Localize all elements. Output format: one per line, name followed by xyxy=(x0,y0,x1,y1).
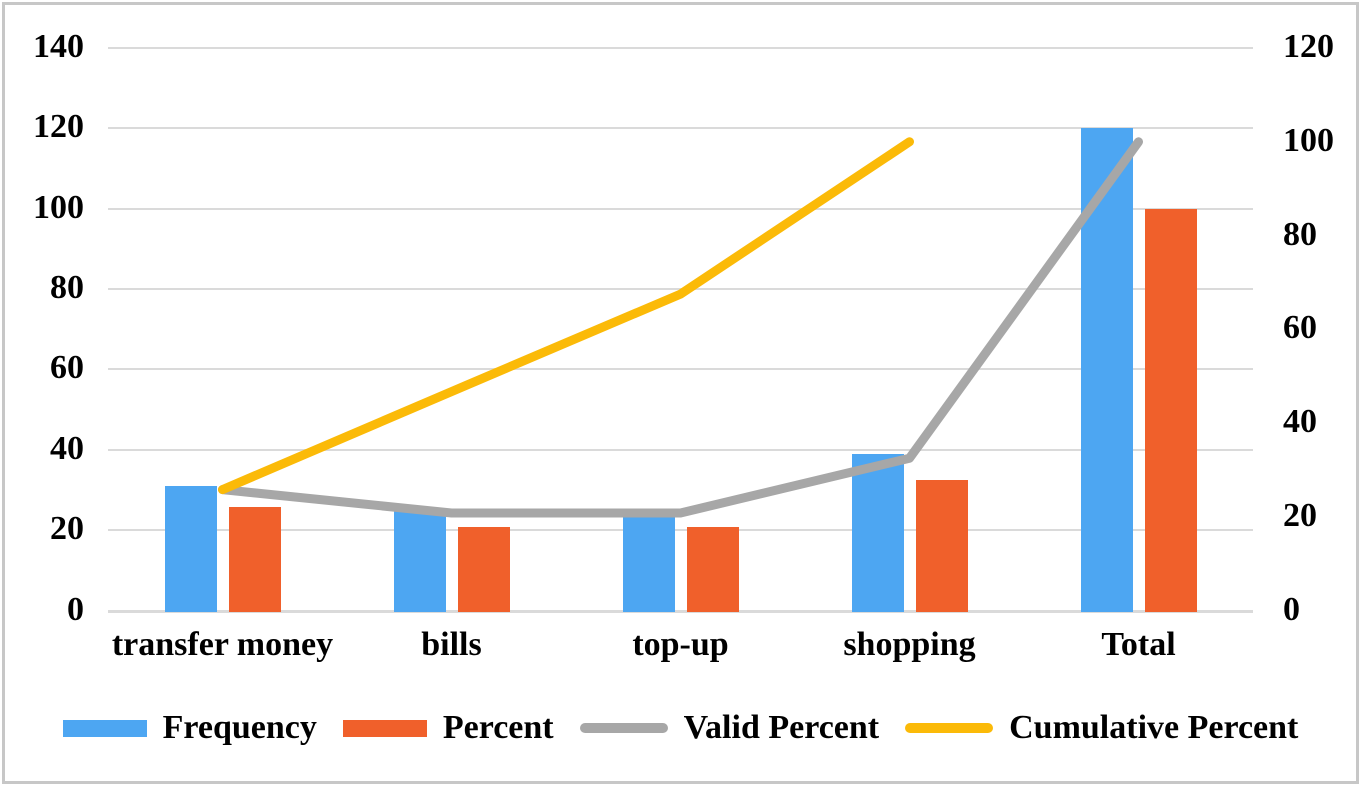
bar-percent-Total xyxy=(1144,208,1197,612)
gridline-60 xyxy=(108,368,1253,371)
right-axis-tick-80: 80 xyxy=(1283,215,1317,253)
category-label-shopping: shopping xyxy=(843,626,976,663)
gridline-0 xyxy=(108,609,1253,613)
gridline-120 xyxy=(108,127,1253,130)
gridline-100 xyxy=(108,207,1253,210)
right-axis-tick-60: 60 xyxy=(1283,309,1317,347)
right-axis-tick-120: 120 xyxy=(1283,28,1334,65)
left-axis-tick-20: 20 xyxy=(50,510,84,548)
right-axis-tick-40: 40 xyxy=(1283,403,1317,440)
percent-swatch-icon xyxy=(342,719,427,737)
legend-item-cumulative-percent: Cumulative Percent xyxy=(905,711,1298,745)
gridline-20 xyxy=(108,529,1253,532)
right-axis-tick-100: 100 xyxy=(1283,121,1334,159)
cumulative-percent-line-swatch-icon xyxy=(905,723,994,733)
left-axis-tick-80: 80 xyxy=(50,269,84,307)
left-axis-tick-100: 100 xyxy=(33,188,84,226)
legend-label-percent: Percent xyxy=(442,709,554,746)
bar-frequency-shopping xyxy=(851,453,904,612)
right-axis-tick-20: 20 xyxy=(1283,496,1317,534)
gridline-40 xyxy=(108,448,1253,451)
category-label-top-up: top-up xyxy=(632,626,729,663)
line-cumulative-percent xyxy=(218,137,914,495)
legend-item-valid-percent: Valid Percent xyxy=(579,709,880,746)
bar-percent-bills xyxy=(457,526,510,612)
category-label-Total: Total xyxy=(1101,626,1176,663)
line-valid-percent xyxy=(218,137,1143,518)
left-axis-tick-120: 120 xyxy=(33,108,84,146)
valid-percent-line-swatch-icon xyxy=(579,723,668,733)
category-label-bills: bills xyxy=(421,626,482,663)
right-axis-tick-0: 0 xyxy=(1283,590,1300,628)
bar-frequency-top-up xyxy=(622,510,675,612)
gridline-140 xyxy=(108,47,1253,49)
legend-label-valid-percent: Valid Percent xyxy=(683,709,880,746)
frequency-swatch-icon xyxy=(62,719,147,737)
category-label-transfer-money: transfer money xyxy=(111,626,334,663)
left-axis-tick-0: 0 xyxy=(67,590,84,628)
legend: Frequency Percent Valid Percent Cumulati… xyxy=(0,708,1361,748)
bar-percent-top-up xyxy=(686,526,739,612)
bar-frequency-bills xyxy=(393,510,446,612)
left-axis-tick-140: 140 xyxy=(33,28,84,65)
legend-item-percent: Percent xyxy=(342,709,554,746)
bar-percent-shopping xyxy=(915,479,968,612)
bar-percent-transfer-money xyxy=(228,506,281,612)
legend-item-frequency: Frequency xyxy=(62,709,317,746)
legend-label-cumulative-percent: Cumulative Percent xyxy=(1009,709,1299,746)
left-axis-tick-60: 60 xyxy=(50,349,84,387)
bar-frequency-transfer-money xyxy=(164,485,217,612)
legend-label-frequency: Frequency xyxy=(162,709,317,746)
left-axis-tick-40: 40 xyxy=(50,429,84,467)
